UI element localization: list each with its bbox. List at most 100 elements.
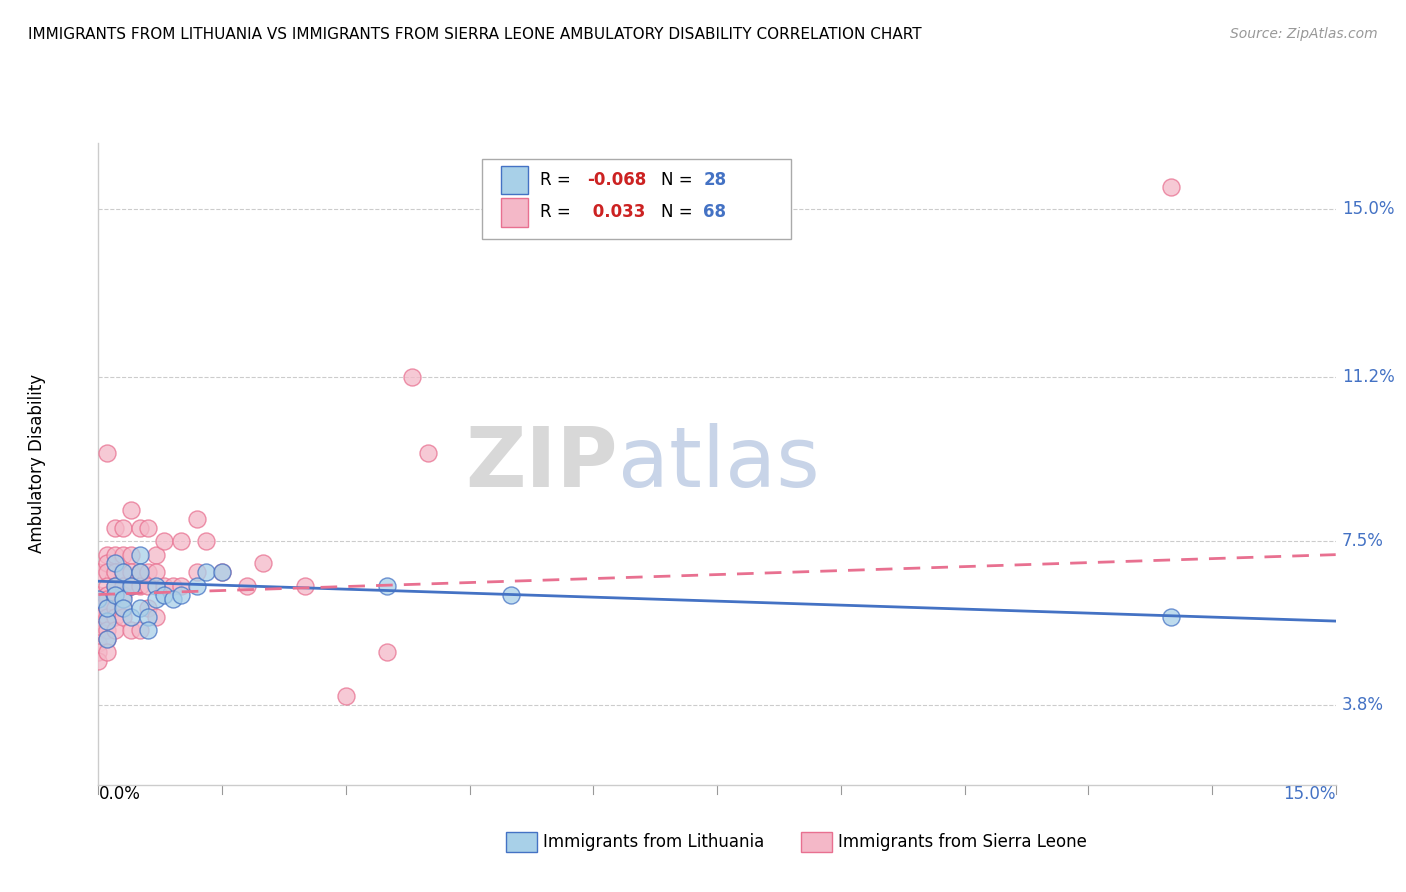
Point bbox=[170, 534, 193, 549]
Text: 11.2%: 11.2% bbox=[1341, 368, 1395, 386]
Point bbox=[96, 600, 118, 615]
Point bbox=[194, 566, 217, 580]
Point bbox=[170, 587, 193, 601]
Point bbox=[294, 579, 316, 593]
Point bbox=[162, 591, 184, 606]
Point bbox=[96, 557, 118, 571]
Bar bbox=[501, 198, 527, 227]
Point bbox=[87, 636, 110, 650]
Point bbox=[145, 609, 167, 624]
Point bbox=[162, 579, 184, 593]
Point bbox=[128, 579, 150, 593]
Point bbox=[186, 512, 208, 526]
Point bbox=[136, 579, 159, 593]
Point bbox=[96, 609, 118, 624]
Point bbox=[87, 591, 110, 606]
Point bbox=[104, 579, 127, 593]
Text: atlas: atlas bbox=[619, 424, 820, 504]
Point bbox=[87, 654, 110, 668]
Point bbox=[136, 566, 159, 580]
Point bbox=[112, 579, 135, 593]
Point bbox=[96, 632, 118, 646]
Point bbox=[186, 579, 208, 593]
Point bbox=[104, 557, 127, 571]
Point bbox=[145, 591, 167, 606]
Point bbox=[145, 566, 167, 580]
Point bbox=[112, 566, 135, 580]
Point bbox=[120, 579, 142, 593]
Point bbox=[136, 521, 159, 535]
Point bbox=[104, 587, 127, 601]
Point bbox=[128, 566, 150, 580]
Point bbox=[96, 600, 118, 615]
Text: R =: R = bbox=[540, 171, 576, 189]
Point bbox=[112, 591, 135, 606]
Text: Immigrants from Lithuania: Immigrants from Lithuania bbox=[543, 833, 763, 851]
Point bbox=[112, 609, 135, 624]
Point bbox=[104, 579, 127, 593]
Point bbox=[87, 645, 110, 659]
Point bbox=[236, 579, 259, 593]
Point bbox=[128, 623, 150, 637]
Point bbox=[1160, 609, 1182, 624]
Point bbox=[1160, 180, 1182, 194]
Text: 15.0%: 15.0% bbox=[1284, 785, 1336, 803]
Point bbox=[153, 587, 176, 601]
Point bbox=[96, 566, 118, 580]
Point bbox=[104, 609, 127, 624]
Point bbox=[120, 609, 142, 624]
Point bbox=[211, 566, 233, 580]
Point bbox=[96, 579, 118, 593]
Text: N =: N = bbox=[661, 203, 699, 221]
Point bbox=[120, 623, 142, 637]
Point bbox=[87, 623, 110, 637]
Point bbox=[375, 579, 398, 593]
Point bbox=[136, 623, 159, 637]
Point bbox=[136, 609, 159, 624]
Point bbox=[252, 557, 274, 571]
Point bbox=[104, 548, 127, 562]
Text: IMMIGRANTS FROM LITHUANIA VS IMMIGRANTS FROM SIERRA LEONE AMBULATORY DISABILITY : IMMIGRANTS FROM LITHUANIA VS IMMIGRANTS … bbox=[28, 27, 922, 42]
Point bbox=[112, 548, 135, 562]
Point bbox=[96, 587, 118, 601]
Point bbox=[128, 548, 150, 562]
Text: Immigrants from Sierra Leone: Immigrants from Sierra Leone bbox=[838, 833, 1087, 851]
Point bbox=[87, 566, 110, 580]
Point bbox=[335, 690, 357, 704]
Text: -0.068: -0.068 bbox=[588, 171, 647, 189]
Point bbox=[186, 566, 208, 580]
Point bbox=[170, 579, 193, 593]
Point bbox=[418, 446, 440, 460]
Text: 3.8%: 3.8% bbox=[1341, 697, 1384, 714]
Point bbox=[96, 614, 118, 628]
Point bbox=[87, 587, 110, 601]
Point bbox=[87, 600, 110, 615]
Point bbox=[112, 566, 135, 580]
Text: N =: N = bbox=[661, 171, 699, 189]
Bar bbox=[501, 166, 527, 194]
Point bbox=[96, 623, 118, 637]
Point bbox=[104, 600, 127, 615]
Text: 0.033: 0.033 bbox=[588, 203, 645, 221]
Point bbox=[104, 587, 127, 601]
Point bbox=[194, 534, 217, 549]
Text: 7.5%: 7.5% bbox=[1341, 533, 1384, 550]
Point bbox=[96, 591, 118, 606]
Point bbox=[120, 503, 142, 517]
Point bbox=[112, 600, 135, 615]
Point bbox=[104, 521, 127, 535]
Point bbox=[153, 579, 176, 593]
Text: ZIP: ZIP bbox=[465, 424, 619, 504]
Point bbox=[211, 566, 233, 580]
Point bbox=[112, 521, 135, 535]
Point bbox=[120, 548, 142, 562]
Point bbox=[96, 632, 118, 646]
Point bbox=[104, 623, 127, 637]
Text: 0.0%: 0.0% bbox=[98, 785, 141, 803]
Text: Source: ZipAtlas.com: Source: ZipAtlas.com bbox=[1230, 27, 1378, 41]
Text: 68: 68 bbox=[703, 203, 727, 221]
Point bbox=[128, 566, 150, 580]
Point bbox=[136, 600, 159, 615]
Point bbox=[153, 534, 176, 549]
Point bbox=[96, 446, 118, 460]
